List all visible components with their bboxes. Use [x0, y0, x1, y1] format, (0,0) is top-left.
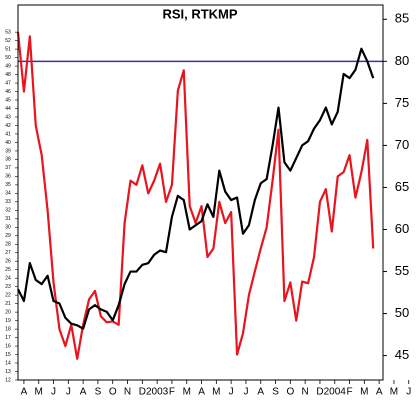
y-tick-label: 22 [5, 292, 11, 298]
y-tick-label: 30 [5, 225, 11, 231]
y-tick-label: 47 [5, 80, 11, 86]
y-tick-label: 27 [5, 250, 11, 256]
chart-title: RSI, RTKMP [162, 6, 237, 21]
x-tick-label: J [243, 387, 248, 398]
y-tick-label: 40 [5, 140, 11, 146]
x-tick-label: D [316, 387, 323, 398]
y-tick-label: 38 [5, 157, 11, 163]
y-tick-label: 17 [5, 335, 11, 341]
plot-frame [17, 4, 384, 381]
x-tick-label: M [360, 387, 368, 398]
y-tick-label: 45 [5, 97, 11, 103]
y2-tick-label: 80 [395, 53, 409, 68]
x-tick-label: O [109, 387, 117, 398]
y-tick-label: 41 [5, 131, 11, 137]
y-tick-label: 34 [5, 191, 11, 197]
y-tick-label: 28 [5, 242, 11, 248]
y-tick-label: 39 [5, 148, 11, 154]
x-tick-label: M [183, 387, 191, 398]
y-tick-label: 46 [5, 89, 11, 95]
y-tick-label: 35 [5, 182, 11, 188]
y-tick-label: 52 [5, 38, 11, 44]
y-tick-label: 18 [5, 326, 11, 332]
x-tick-label: A [376, 387, 383, 398]
series-line [17, 47, 375, 330]
x-tick-label: A [257, 387, 264, 398]
y-tick-label: 16 [5, 343, 11, 349]
y-tick-label: 53 [5, 29, 11, 35]
y-tick-label: 50 [5, 55, 11, 61]
y2-tick-label: 55 [395, 263, 409, 278]
y-tick-label: 36 [5, 174, 11, 180]
y-tick-label: 25 [5, 267, 11, 273]
y-tick-label: 21 [5, 301, 11, 307]
y2-tick-label: 60 [395, 221, 409, 236]
y-tick-label: 33 [5, 199, 11, 205]
x-tick-label: N [124, 387, 131, 398]
x-tick-label: N [302, 387, 309, 398]
x-tick-label: A [80, 387, 87, 398]
x-tick-label: S [95, 387, 102, 398]
x-tick-label: O [286, 387, 294, 398]
x-tick-label: J [229, 387, 234, 398]
y-tick-label: 24 [5, 276, 11, 282]
y-tick-label: 20 [5, 309, 11, 315]
x-tick-label: F [346, 387, 352, 398]
y-tick-label: 42 [5, 123, 11, 129]
y-tick-label: 12 [5, 377, 11, 383]
y-tick-label: 19 [5, 318, 11, 324]
y-tick-label: 32 [5, 208, 11, 214]
y-tick-label: 14 [5, 360, 11, 366]
y2-tick-label: 45 [395, 347, 409, 362]
x-tick-label: D [139, 387, 146, 398]
y2-tick-label: 50 [395, 305, 409, 320]
y-tick-label: 37 [5, 165, 11, 171]
x-tick-label: A [21, 387, 28, 398]
y-tick-label: 49 [5, 63, 11, 69]
y-tick-label: 48 [5, 72, 11, 78]
y2-tick-label: 75 [395, 95, 409, 110]
y-tick-label: 31 [5, 216, 11, 222]
y2-tick-label: 85 [395, 11, 409, 26]
x-tick-label: 2004 [324, 387, 347, 398]
y-tick-label: 13 [5, 369, 11, 375]
y-tick-label: 43 [5, 114, 11, 120]
y-tick-label: 51 [5, 46, 11, 52]
x-tick-label: S [272, 387, 279, 398]
x-tick-label: J [66, 387, 71, 398]
x-tick-label: M [390, 387, 398, 398]
x-tick-label: J [51, 387, 56, 398]
y-tick-label: 44 [5, 106, 11, 112]
y-tick-label: 15 [5, 352, 11, 358]
x-tick-label: J [406, 387, 411, 398]
y2-tick-label: 70 [395, 137, 409, 152]
x-tick-label: M [35, 387, 43, 398]
x-tick-label: 2003 [146, 387, 169, 398]
x-tick-label: M [212, 387, 220, 398]
x-tick-label: F [169, 387, 175, 398]
x-tick-label: A [198, 387, 205, 398]
y2-tick-label: 65 [395, 179, 409, 194]
series-line [16, 32, 375, 360]
y-tick-label: 23 [5, 284, 11, 290]
y-tick-label: 29 [5, 233, 11, 239]
y-tick-label: 26 [5, 259, 11, 265]
